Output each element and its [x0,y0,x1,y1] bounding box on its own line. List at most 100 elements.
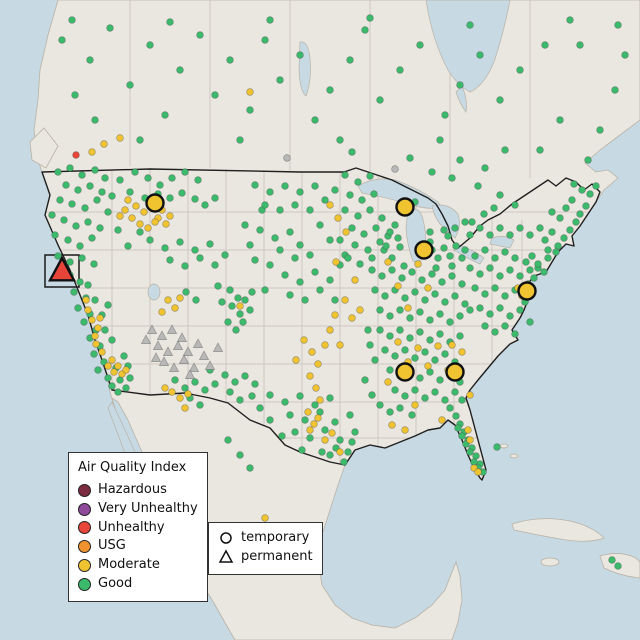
monitor-moderate-circle [424,284,432,292]
monitor-good-circle [60,216,68,224]
monitor-good-circle [236,451,244,459]
monitor-good-circle [586,190,594,198]
monitor-no-data-triangle [140,334,152,344]
monitor-good-circle [348,224,356,232]
monitor-good-circle [91,166,99,174]
monitor-good-circle [458,432,466,440]
aqi-legend-title: Air Quality Index [78,460,187,475]
monitor-good-circle [408,411,416,419]
monitor-good-circle [371,286,379,294]
monitor-good-circle [72,222,80,230]
monitor-good-circle [226,56,234,64]
monitor-good-circle [246,306,254,314]
monitor-good-circle [84,218,92,226]
monitor-good-circle [104,301,112,309]
highlight-monitor-moderate-circle[interactable] [445,362,465,382]
monitor-good-circle [196,401,204,409]
us-national-border [41,167,601,481]
highlight-monitor-moderate-circle[interactable] [395,197,415,217]
monitor-moderate-circle [304,408,312,416]
monitor-moderate-circle [88,316,96,324]
monitor-good-circle [316,286,324,294]
monitor-good-circle [251,380,259,388]
monitor-good-circle [261,36,269,44]
monitor-good-circle [276,246,284,254]
monitor-good-circle [436,376,444,384]
monitor-good-circle [366,206,374,214]
monitor-good-circle [391,221,399,229]
unhealthy-swatch-icon [78,521,91,535]
james-bay [455,85,467,113]
monitor-good-circle [368,266,376,274]
monitor-good-circle [481,322,489,330]
monitor-good-circle [346,191,354,199]
monitor-good-circle [192,296,200,304]
monitor-good-circle [496,272,504,280]
monitor-moderate-circle [88,148,96,156]
monitor-moderate-circle [158,308,166,316]
monitor-moderate-circle [341,296,349,304]
monitor-good-circle [296,51,304,59]
highlight-monitor-moderate-circle[interactable] [414,240,434,260]
legend-item-moderate: Moderate [78,556,198,575]
usg-swatch-icon [78,540,91,554]
monitor-good-circle [614,562,622,570]
monitor-good-circle [468,218,476,226]
monitor-good-circle [234,294,242,302]
monitor-good-circle [232,326,240,334]
monitor-moderate-circle [306,372,314,380]
monitor-good-circle [266,188,274,196]
monitor-good-circle [458,280,466,288]
monitor-good-circle [104,208,112,216]
monitor-good-circle [526,266,534,274]
monitor-good-circle [194,176,202,184]
monitor-no-data-triangle [150,352,162,362]
monitor-good-circle [582,202,590,210]
monitor-good-circle [426,316,434,324]
monitor-good-circle [406,154,414,162]
monitor-good-circle [386,332,394,340]
monitor-good-circle [621,51,629,59]
monitor-moderate-circle [336,448,344,456]
monitor-good-circle [346,56,354,64]
highlight-monitor-moderate-circle[interactable] [145,193,165,213]
monitor-good-circle [236,136,244,144]
monitor-good-circle [511,330,519,338]
monitor-good-circle [211,261,219,269]
monitor-good-circle [491,284,499,292]
bahamas-island [499,443,509,449]
monitor-good-circle [241,372,249,380]
highlight-monitor-unhealthy-triangle[interactable] [47,255,77,282]
monitor-good-circle [516,306,524,314]
highlight-monitor-moderate-circle[interactable] [517,281,537,301]
monitor-good-circle [224,436,232,444]
monitor-good-circle [481,290,489,298]
monitor-good-circle [401,392,409,400]
monitor-good-circle [261,286,269,294]
highlight-box [44,254,80,288]
monitor-good-circle [78,171,86,179]
monitor-good-circle [291,254,299,262]
monitor-no-data-triangle [158,356,170,366]
monitor-good-circle [526,231,534,239]
monitor-good-circle [218,298,226,306]
monitor-good-circle [181,168,189,176]
monitor-good-circle [114,388,122,396]
monitor-moderate-circle [128,214,136,222]
monitor-good-circle [331,186,339,194]
monitor-good-circle [181,384,189,392]
monitor-good-circle [266,416,274,424]
monitor-good-circle [351,241,359,249]
monitor-moderate-circle [181,404,189,412]
highlight-monitor-moderate-circle[interactable] [395,362,415,382]
monitor-good-circle [401,346,409,354]
monitor-good-circle [178,189,186,197]
monitor-good-circle [301,296,309,304]
monitor-good-circle [378,214,386,222]
monitor-good-circle [448,272,456,280]
monitor-good-circle [48,211,56,219]
monitor-good-circle [251,181,259,189]
monitor-good-circle [446,252,454,260]
monitor-good-circle [91,116,99,124]
monitor-good-circle [286,291,294,299]
